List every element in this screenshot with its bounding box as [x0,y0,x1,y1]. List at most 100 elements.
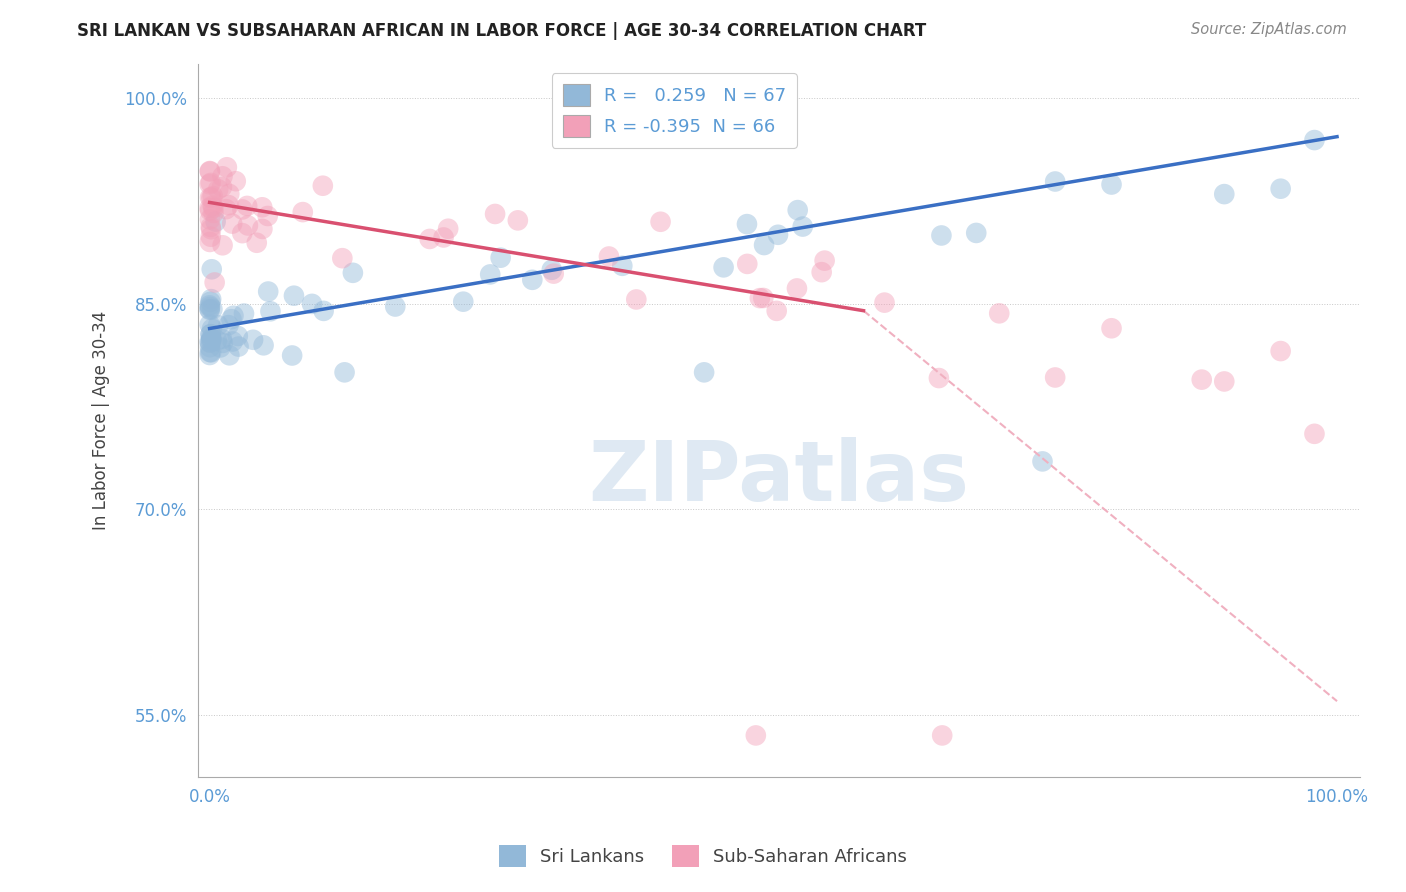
Point [211,238,233,252]
Point [612,259,634,273]
Point [626,293,648,307]
Point [931,228,953,243]
Point [198,348,221,362]
Point [522,273,544,287]
Point [205,334,228,348]
Point [281,349,304,363]
Point [218,348,240,362]
Point [202,201,225,215]
Point [198,340,221,354]
Point [225,174,247,188]
Point [211,180,233,194]
Point [650,215,672,229]
Point [198,212,221,227]
Point [1270,182,1292,196]
Point [198,203,221,218]
Point [252,200,274,214]
Point [259,304,281,318]
Point [965,226,987,240]
Point [693,365,716,379]
Point [215,161,238,175]
Point [207,318,229,333]
Point [218,198,240,212]
Point [200,294,222,309]
Point [198,318,221,332]
Point [312,178,335,193]
Point [200,219,222,234]
Point [226,329,249,343]
Point [1191,373,1213,387]
Point [283,289,305,303]
Point [236,219,259,233]
Legend: R =   0.259   N = 67, R = -0.395  N = 66: R = 0.259 N = 67, R = -0.395 N = 66 [551,73,797,148]
Text: Source: ZipAtlas.com: Source: ZipAtlas.com [1191,22,1347,37]
Point [198,335,221,350]
Point [291,205,314,219]
Point [333,365,356,379]
Point [207,182,229,196]
Point [792,219,814,234]
Point [1043,370,1066,384]
Point [221,312,243,326]
Point [419,232,441,246]
Point [748,291,770,305]
Point [479,268,502,282]
Point [200,334,222,348]
Point [218,186,240,201]
Point [200,327,222,342]
Point [198,190,221,204]
Point [1101,321,1123,335]
Point [201,302,224,317]
Point [211,169,233,184]
Point [201,322,224,336]
Y-axis label: In Labor Force | Age 30-34: In Labor Force | Age 30-34 [93,310,110,530]
Point [1043,174,1066,188]
Point [222,309,245,323]
Point [312,304,335,318]
Point [200,222,222,236]
Point [1213,375,1236,389]
Point [201,262,224,277]
Point [540,262,562,277]
Point [786,281,808,295]
Point [928,371,950,385]
Point [988,306,1011,320]
Point [200,327,222,342]
Point [735,217,758,231]
Point [1101,178,1123,192]
Point [252,222,274,236]
Point [506,213,529,227]
Point [198,345,221,359]
Point [873,295,896,310]
Point [198,164,221,178]
Point [1303,133,1326,147]
Point [256,209,278,223]
Point [228,340,250,354]
Text: SRI LANKAN VS SUBSAHARAN AFRICAN IN LABOR FORCE | AGE 30-34 CORRELATION CHART: SRI LANKAN VS SUBSAHARAN AFRICAN IN LABO… [77,22,927,40]
Point [765,304,787,318]
Point [200,335,222,350]
Point [198,164,221,178]
Point [786,203,808,218]
Point [233,307,256,321]
Point [735,257,758,271]
Point [221,217,243,231]
Point [215,202,238,216]
Point [257,285,280,299]
Point [198,298,221,312]
Point [198,301,221,316]
Point [242,333,264,347]
Point [231,226,253,240]
Point [1213,187,1236,202]
Point [218,318,240,333]
Point [211,335,233,350]
Point [201,199,224,213]
Point [489,251,512,265]
Point [198,235,221,249]
Point [200,332,222,346]
Point [204,214,226,228]
Point [200,229,222,244]
Point [201,189,224,203]
Point [198,178,221,192]
Point [202,206,225,220]
